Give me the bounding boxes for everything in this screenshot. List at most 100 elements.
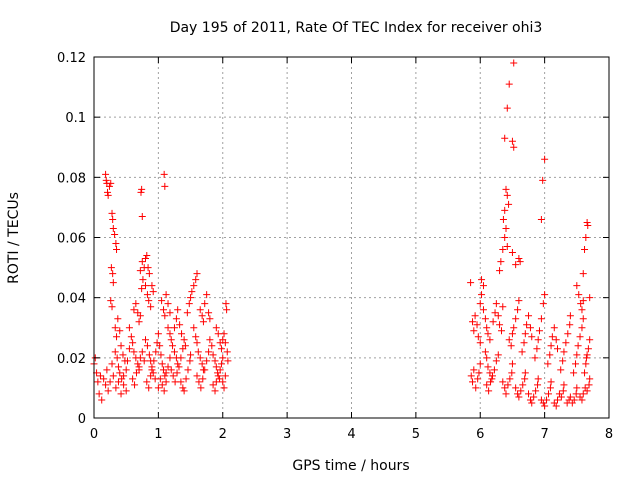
data-point [183, 309, 191, 317]
data-point [111, 230, 119, 238]
data-point [120, 372, 128, 380]
data-point [138, 212, 146, 220]
data-point [145, 297, 153, 305]
data-point [203, 357, 211, 365]
data-point [129, 375, 137, 383]
data-point [492, 300, 500, 308]
data-point [152, 348, 160, 356]
data-point [201, 300, 209, 308]
data-point [503, 243, 511, 251]
data-point [194, 348, 202, 356]
data-point [510, 143, 518, 151]
data-point [135, 363, 143, 371]
data-point [559, 357, 567, 365]
data-point [209, 381, 217, 389]
data-point [570, 369, 578, 377]
data-point [552, 402, 560, 410]
data-point [568, 399, 576, 407]
data-point [206, 315, 214, 323]
data-point [576, 393, 584, 401]
data-point [130, 348, 138, 356]
data-point [158, 297, 166, 305]
data-point [162, 378, 170, 386]
data-point [167, 366, 175, 374]
data-point [138, 185, 146, 193]
data-point [566, 321, 574, 329]
data-point [179, 384, 187, 392]
data-point [192, 333, 200, 341]
data-point [184, 366, 192, 374]
data-point [173, 369, 181, 377]
data-point [199, 318, 207, 326]
y-axis-label: ROTI / TECUs [6, 192, 22, 284]
data-point [211, 357, 219, 365]
data-point [206, 336, 214, 344]
data-point [116, 327, 124, 335]
data-point [534, 336, 542, 344]
data-point [104, 387, 112, 395]
data-point [476, 300, 484, 308]
data-point [491, 309, 499, 317]
data-point [521, 330, 529, 338]
grid-lines [94, 57, 609, 418]
data-point [570, 396, 578, 404]
data-point [112, 384, 120, 392]
data-point [138, 348, 146, 356]
data-point [125, 324, 133, 332]
data-point [508, 369, 516, 377]
data-point [137, 188, 145, 196]
data-point [483, 354, 491, 362]
data-point [499, 378, 507, 386]
data-point [564, 330, 572, 338]
data-point [138, 285, 146, 293]
data-point [164, 300, 172, 308]
data-point [478, 291, 486, 299]
data-point [547, 342, 555, 350]
data-point [108, 209, 116, 217]
data-point [180, 336, 188, 344]
data-point [579, 297, 587, 305]
data-point [586, 294, 594, 302]
data-point [120, 381, 128, 389]
data-point [528, 399, 536, 407]
data-point [143, 291, 151, 299]
data-point [508, 137, 516, 145]
data-point [130, 306, 138, 314]
data-point [484, 330, 492, 338]
data-point [583, 351, 591, 359]
data-point [103, 366, 111, 374]
data-point [132, 300, 140, 308]
data-point [584, 345, 592, 353]
data-point [581, 384, 589, 392]
data-point [205, 309, 213, 317]
data-point [476, 360, 484, 368]
data-point [541, 291, 549, 299]
data-point [502, 224, 510, 232]
x-tick-label: 3 [283, 427, 291, 442]
data-point [144, 264, 152, 272]
data-point [514, 390, 522, 398]
data-point [499, 246, 507, 254]
data-point [107, 264, 115, 272]
data-point [219, 378, 227, 386]
data-point [572, 390, 580, 398]
data-point [488, 375, 496, 383]
data-point [581, 369, 589, 377]
data-point [104, 191, 112, 199]
data-point [573, 351, 581, 359]
data-point [534, 381, 542, 389]
data-point [223, 348, 231, 356]
data-point [505, 80, 513, 88]
data-point [506, 375, 514, 383]
data-point [505, 336, 513, 344]
data-point [554, 345, 561, 353]
data-point [485, 387, 493, 395]
data-point [143, 342, 151, 350]
data-point [501, 234, 509, 241]
data-point [169, 372, 177, 380]
data-point [129, 339, 137, 347]
data-point [481, 315, 489, 323]
data-point [494, 351, 502, 359]
x-tick-label: 2 [219, 427, 227, 442]
